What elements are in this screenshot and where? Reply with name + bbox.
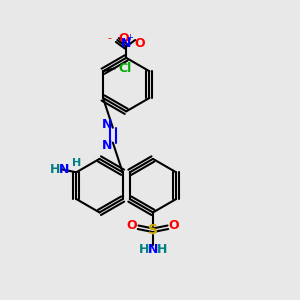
Text: +: + xyxy=(126,33,133,42)
Text: H: H xyxy=(72,158,81,168)
Text: N: N xyxy=(102,118,112,131)
Text: O: O xyxy=(127,219,137,232)
Text: N: N xyxy=(148,243,158,256)
Text: N: N xyxy=(59,163,70,176)
Text: O: O xyxy=(118,32,129,45)
Text: O: O xyxy=(169,219,179,232)
Text: O: O xyxy=(134,37,145,50)
Text: S: S xyxy=(148,223,158,237)
Text: H: H xyxy=(139,243,149,256)
Text: N: N xyxy=(102,139,112,152)
Text: N: N xyxy=(121,37,131,50)
Text: H: H xyxy=(50,163,61,176)
Text: Cl: Cl xyxy=(118,62,131,75)
Text: H: H xyxy=(157,243,167,256)
Text: -: - xyxy=(108,33,112,43)
